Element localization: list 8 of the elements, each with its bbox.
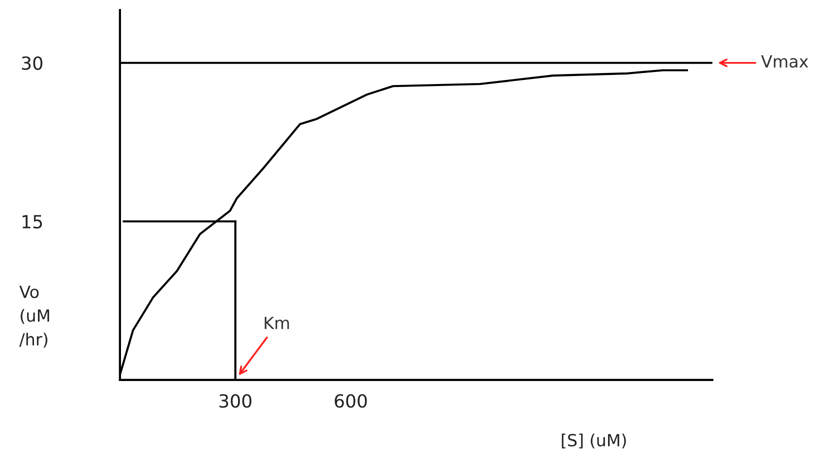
y-tick-label: 30 xyxy=(22,56,42,70)
x-tick-label: 600 xyxy=(334,394,367,408)
x-axis-title: [S] (uM) xyxy=(562,434,626,448)
y-axis-title: Vo (uM /hr) xyxy=(19,286,50,348)
y-tick-label: 15 xyxy=(22,215,42,229)
x-tick-label: 300 xyxy=(220,394,252,408)
annotation: Km xyxy=(264,316,289,329)
annotation: Vmax xyxy=(761,55,808,68)
